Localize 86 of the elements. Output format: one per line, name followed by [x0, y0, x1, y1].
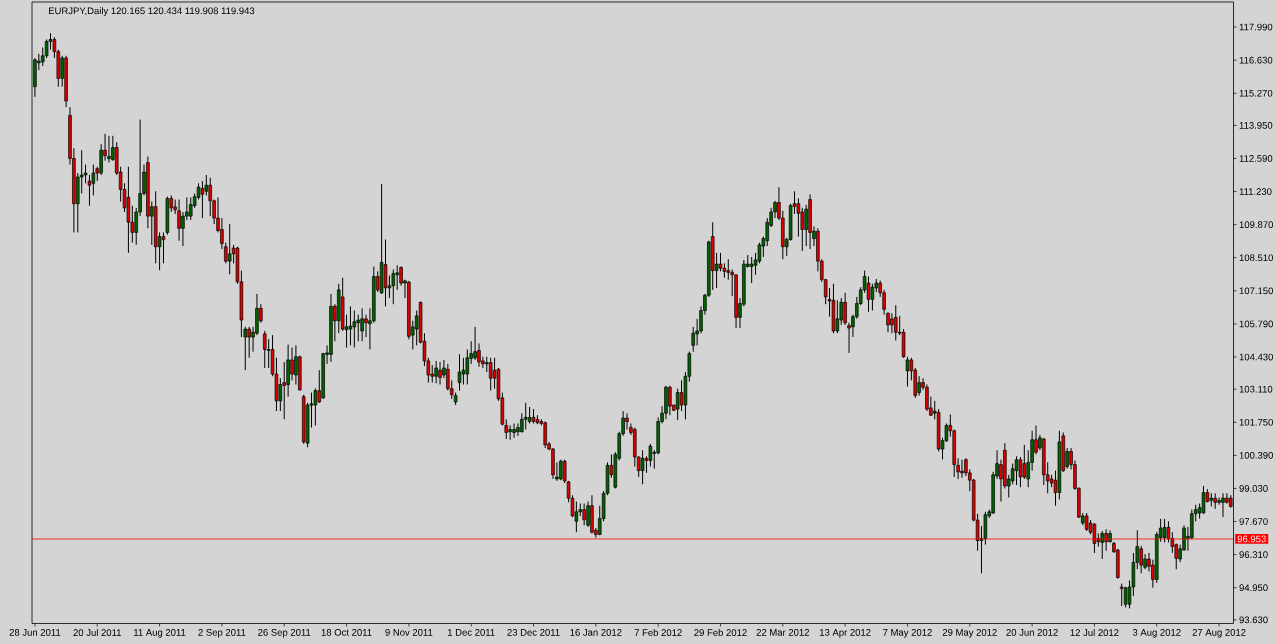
candlestick — [543, 421, 547, 449]
x-tick-label: 1 Dec 2011 — [447, 629, 495, 636]
candlestick — [668, 385, 672, 416]
candlestick — [843, 292, 847, 326]
y-tick-label: 101.750 — [1239, 418, 1273, 426]
candlestick — [866, 275, 871, 313]
y-tick-label: 111.230 — [1239, 188, 1272, 195]
candlestick — [1014, 455, 1019, 486]
y-tick-label: 93.630 — [1239, 616, 1268, 624]
text: EURJPY,Daily 120.165 120.434 119.908 119.943 — [49, 7, 255, 17]
x-tick-label: 9 Nov 2011 — [385, 629, 433, 636]
x-tick-label: 18 Oct 2011 — [321, 629, 372, 636]
candlestick — [457, 353, 462, 392]
candlestick — [835, 299, 840, 334]
x-tick-label: 27 Aug 2012 — [1192, 629, 1246, 638]
candlestick — [290, 347, 294, 381]
candlestick — [434, 360, 438, 384]
candlestick — [263, 330, 267, 369]
x-tick-label: 20 Jul 2011 — [73, 629, 121, 636]
x-tick-label: 7 May 2012 — [883, 629, 932, 638]
candlestick — [360, 307, 364, 342]
candlestick — [960, 459, 964, 479]
x-tick-label: 3 Aug 2012 — [1132, 629, 1181, 638]
y-tick-label: 107.150 — [1239, 287, 1273, 295]
candlestick — [278, 377, 283, 412]
candlestick — [208, 177, 212, 217]
x-tick-label: 23 Dec 2011 — [507, 629, 560, 636]
ref-line-label: 96.953 — [1237, 535, 1266, 543]
candlestick — [465, 348, 470, 386]
y-tick-label: 105.790 — [1239, 320, 1273, 328]
candlestick — [107, 135, 111, 164]
x-tick-label: 2 Sep 2011 — [198, 629, 246, 638]
candlestick — [177, 199, 181, 242]
candlestick — [1221, 492, 1225, 518]
y-tick-label: 115.270 — [1239, 89, 1273, 97]
y-tick-label: 116.630 — [1239, 56, 1273, 64]
y-tick-label: 100.390 — [1239, 451, 1273, 459]
y-tick-label: 117.990 — [1239, 23, 1273, 31]
y-tick-label: 104.430 — [1239, 353, 1273, 361]
x-tick-label: 22 Mar 2012 — [756, 629, 810, 636]
x-tick-label: 11 Aug 2011 — [134, 629, 186, 638]
y-tick-label: 94.950 — [1239, 584, 1268, 592]
y-tick-label: 108.510 — [1239, 254, 1273, 262]
candlestick — [227, 223, 232, 275]
y-tick-label: 112.590 — [1239, 155, 1273, 162]
y-tick-label: 103.110 — [1239, 385, 1273, 393]
candlestick — [383, 238, 388, 307]
candlestick — [1162, 518, 1167, 543]
candlestick — [391, 268, 396, 305]
candlestick — [894, 304, 898, 341]
candlestick — [313, 387, 318, 426]
candlestick — [582, 503, 586, 526]
candlestick — [905, 356, 910, 387]
x-tick-label: 13 Apr 2012 — [819, 629, 871, 638]
candlestick — [352, 310, 357, 349]
x-tick-label: 12 Jul 2012 — [1070, 629, 1119, 636]
candlestick — [1217, 496, 1221, 506]
x-tick-label: 28 Jun 2011 — [9, 629, 61, 636]
x-tick-label: 16 Jan 2012 — [570, 629, 622, 636]
candlestick — [1119, 583, 1124, 607]
candlestick — [625, 412, 629, 431]
candlestick — [1018, 456, 1023, 488]
x-tick-label: 29 May 2012 — [942, 629, 997, 638]
candlestick — [438, 361, 442, 386]
candlestick — [890, 312, 894, 334]
y-tick-label: 109.870 — [1239, 221, 1273, 229]
candlestick — [512, 422, 516, 439]
candlestick — [348, 305, 353, 346]
candlestick — [1225, 492, 1229, 505]
x-tick-label: 29 Feb 2012 — [694, 629, 747, 636]
candlestick — [726, 258, 731, 281]
x-tick-label: 20 Jun 2012 — [1006, 629, 1058, 636]
candlestick — [870, 283, 875, 312]
y-tick-label: 99.030 — [1239, 485, 1268, 492]
candlestick — [473, 326, 477, 361]
y-tick-label: 96.310 — [1239, 551, 1268, 558]
candlestick — [516, 422, 520, 437]
candlestick — [188, 196, 193, 221]
y-tick-label: 97.670 — [1239, 518, 1268, 525]
x-tick-label: 7 Feb 2012 — [634, 629, 682, 636]
candlestick — [679, 379, 684, 412]
y-tick-label: 113.950 — [1239, 122, 1273, 129]
candlestick — [247, 326, 251, 359]
x-tick-label: 26 Sep 2011 — [258, 629, 311, 638]
candlestick — [399, 266, 403, 287]
candlestick — [1022, 444, 1027, 480]
